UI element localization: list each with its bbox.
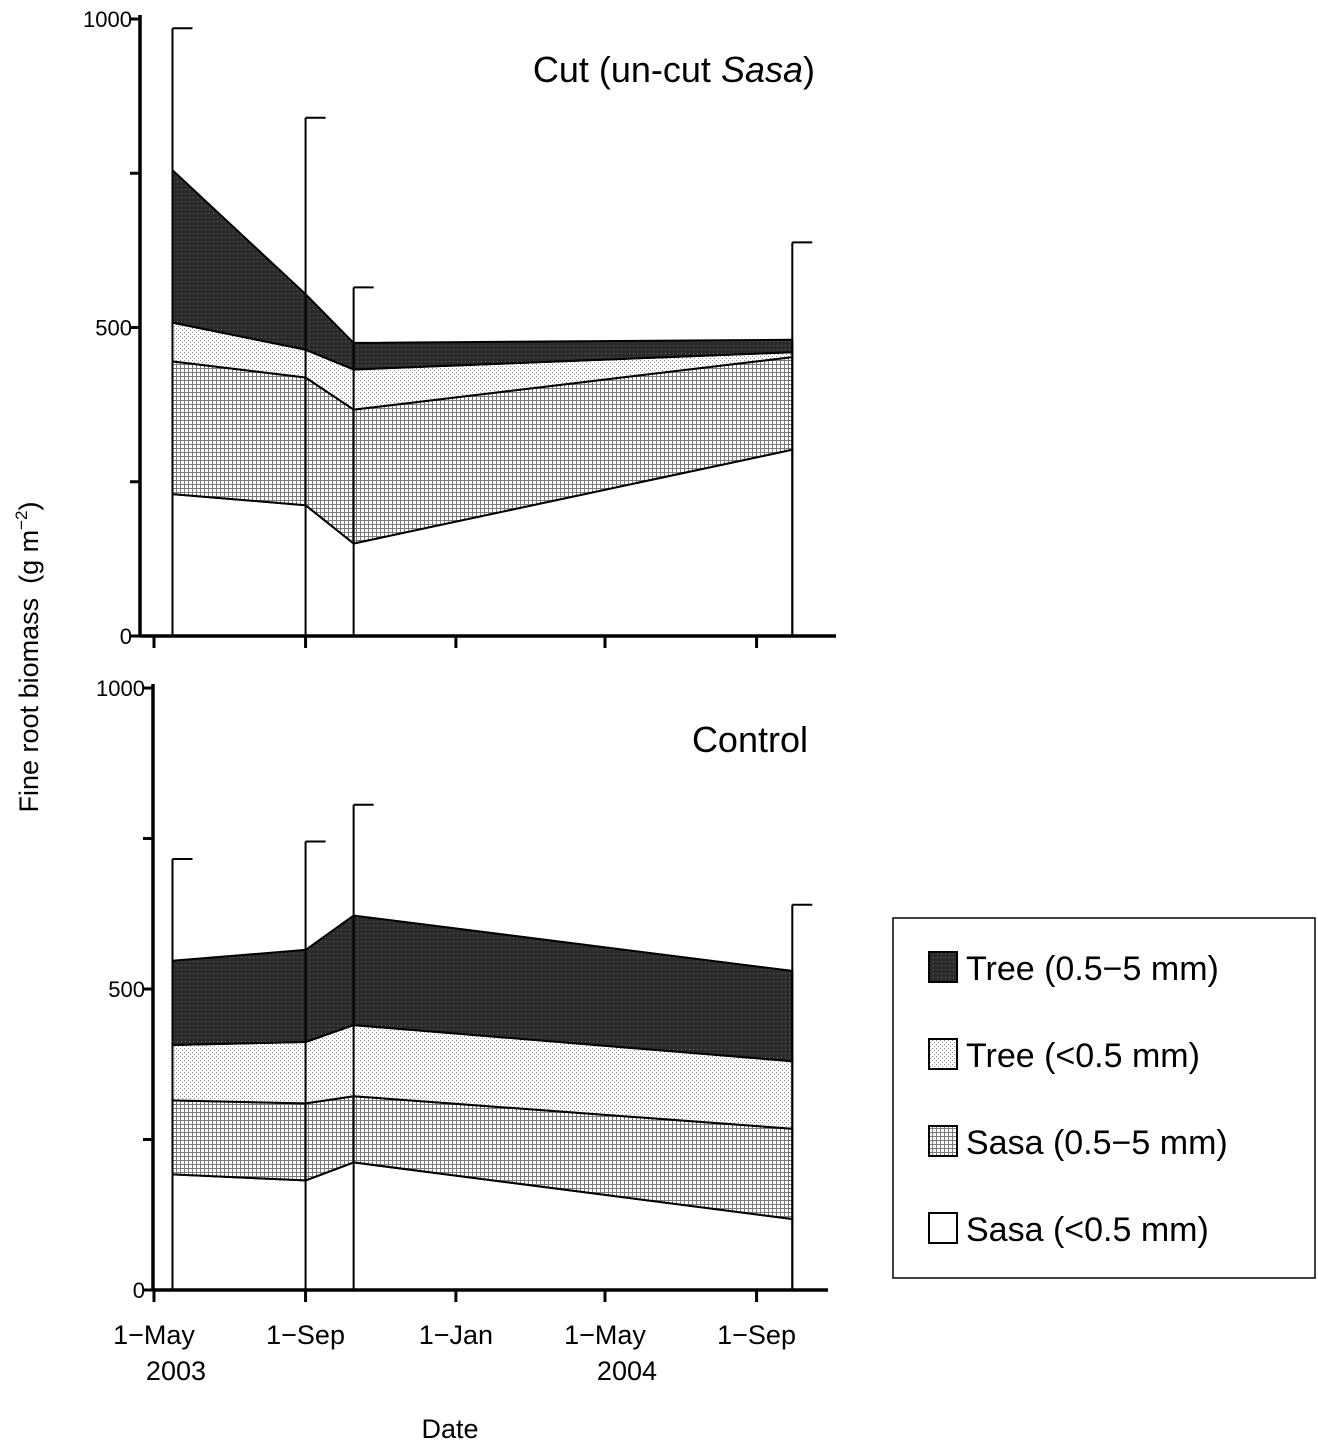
y-tick-label: 0 [120,624,132,649]
y-axis-unit: (g m [14,530,44,584]
y-tick-label: 0 [133,1278,145,1303]
panel-title: Control [692,719,808,760]
legend-swatch [928,1125,958,1157]
y-axis-unit-exponent: −2 [12,511,31,530]
panel-control: 0 500 1000 1−May 2003 1−Sep 1−Jan 1−May 2004 1−Se… [96,676,828,1386]
panel-title: Cut (un-cut Sasa) [533,49,815,90]
y-tick-label: 1000 [83,7,132,32]
y-axis-title: Fine root biomass (g m−2) [12,502,44,813]
x-tick-label: 1−Jan [419,1320,493,1350]
x-tick-label: 1−May [113,1320,195,1350]
legend-label: Sasa (<0.5 mm) [966,1211,1209,1249]
y-tick-label: 500 [108,977,145,1002]
y-tick-label: 1000 [96,676,145,701]
legend-box [892,917,1316,1279]
x-axis-title: Date [421,1414,478,1444]
legend-label: Sasa (0.5−5 mm) [966,1124,1228,1162]
x-tick-year-label: 2004 [597,1356,657,1386]
y-tick-label: 500 [95,316,132,341]
x-tick-year-label: 2003 [146,1356,206,1386]
y-axis-title-text: Fine root biomass [14,598,44,813]
legend-label: Tree (<0.5 mm) [966,1037,1200,1075]
legend-swatch [928,951,958,983]
area-tree-0-5-5-mm [171,169,794,371]
panel-cut: 0 500 1000 Cut (un-cut Sasa) [83,7,836,649]
y-axis-unit-close: ) [14,502,44,511]
legend-swatch [928,1212,958,1244]
legend-swatch [928,1038,958,1070]
x-tick-label: 1−Sep [266,1320,345,1350]
x-tick-label: 1−Sep [717,1320,796,1350]
legend: Tree (0.5−5 mm) Tree (<0.5 mm) Sasa (0.5−5… [892,917,1316,1279]
x-tick-label: 1−May [564,1320,646,1350]
legend-label: Tree (0.5−5 mm) [966,950,1219,988]
